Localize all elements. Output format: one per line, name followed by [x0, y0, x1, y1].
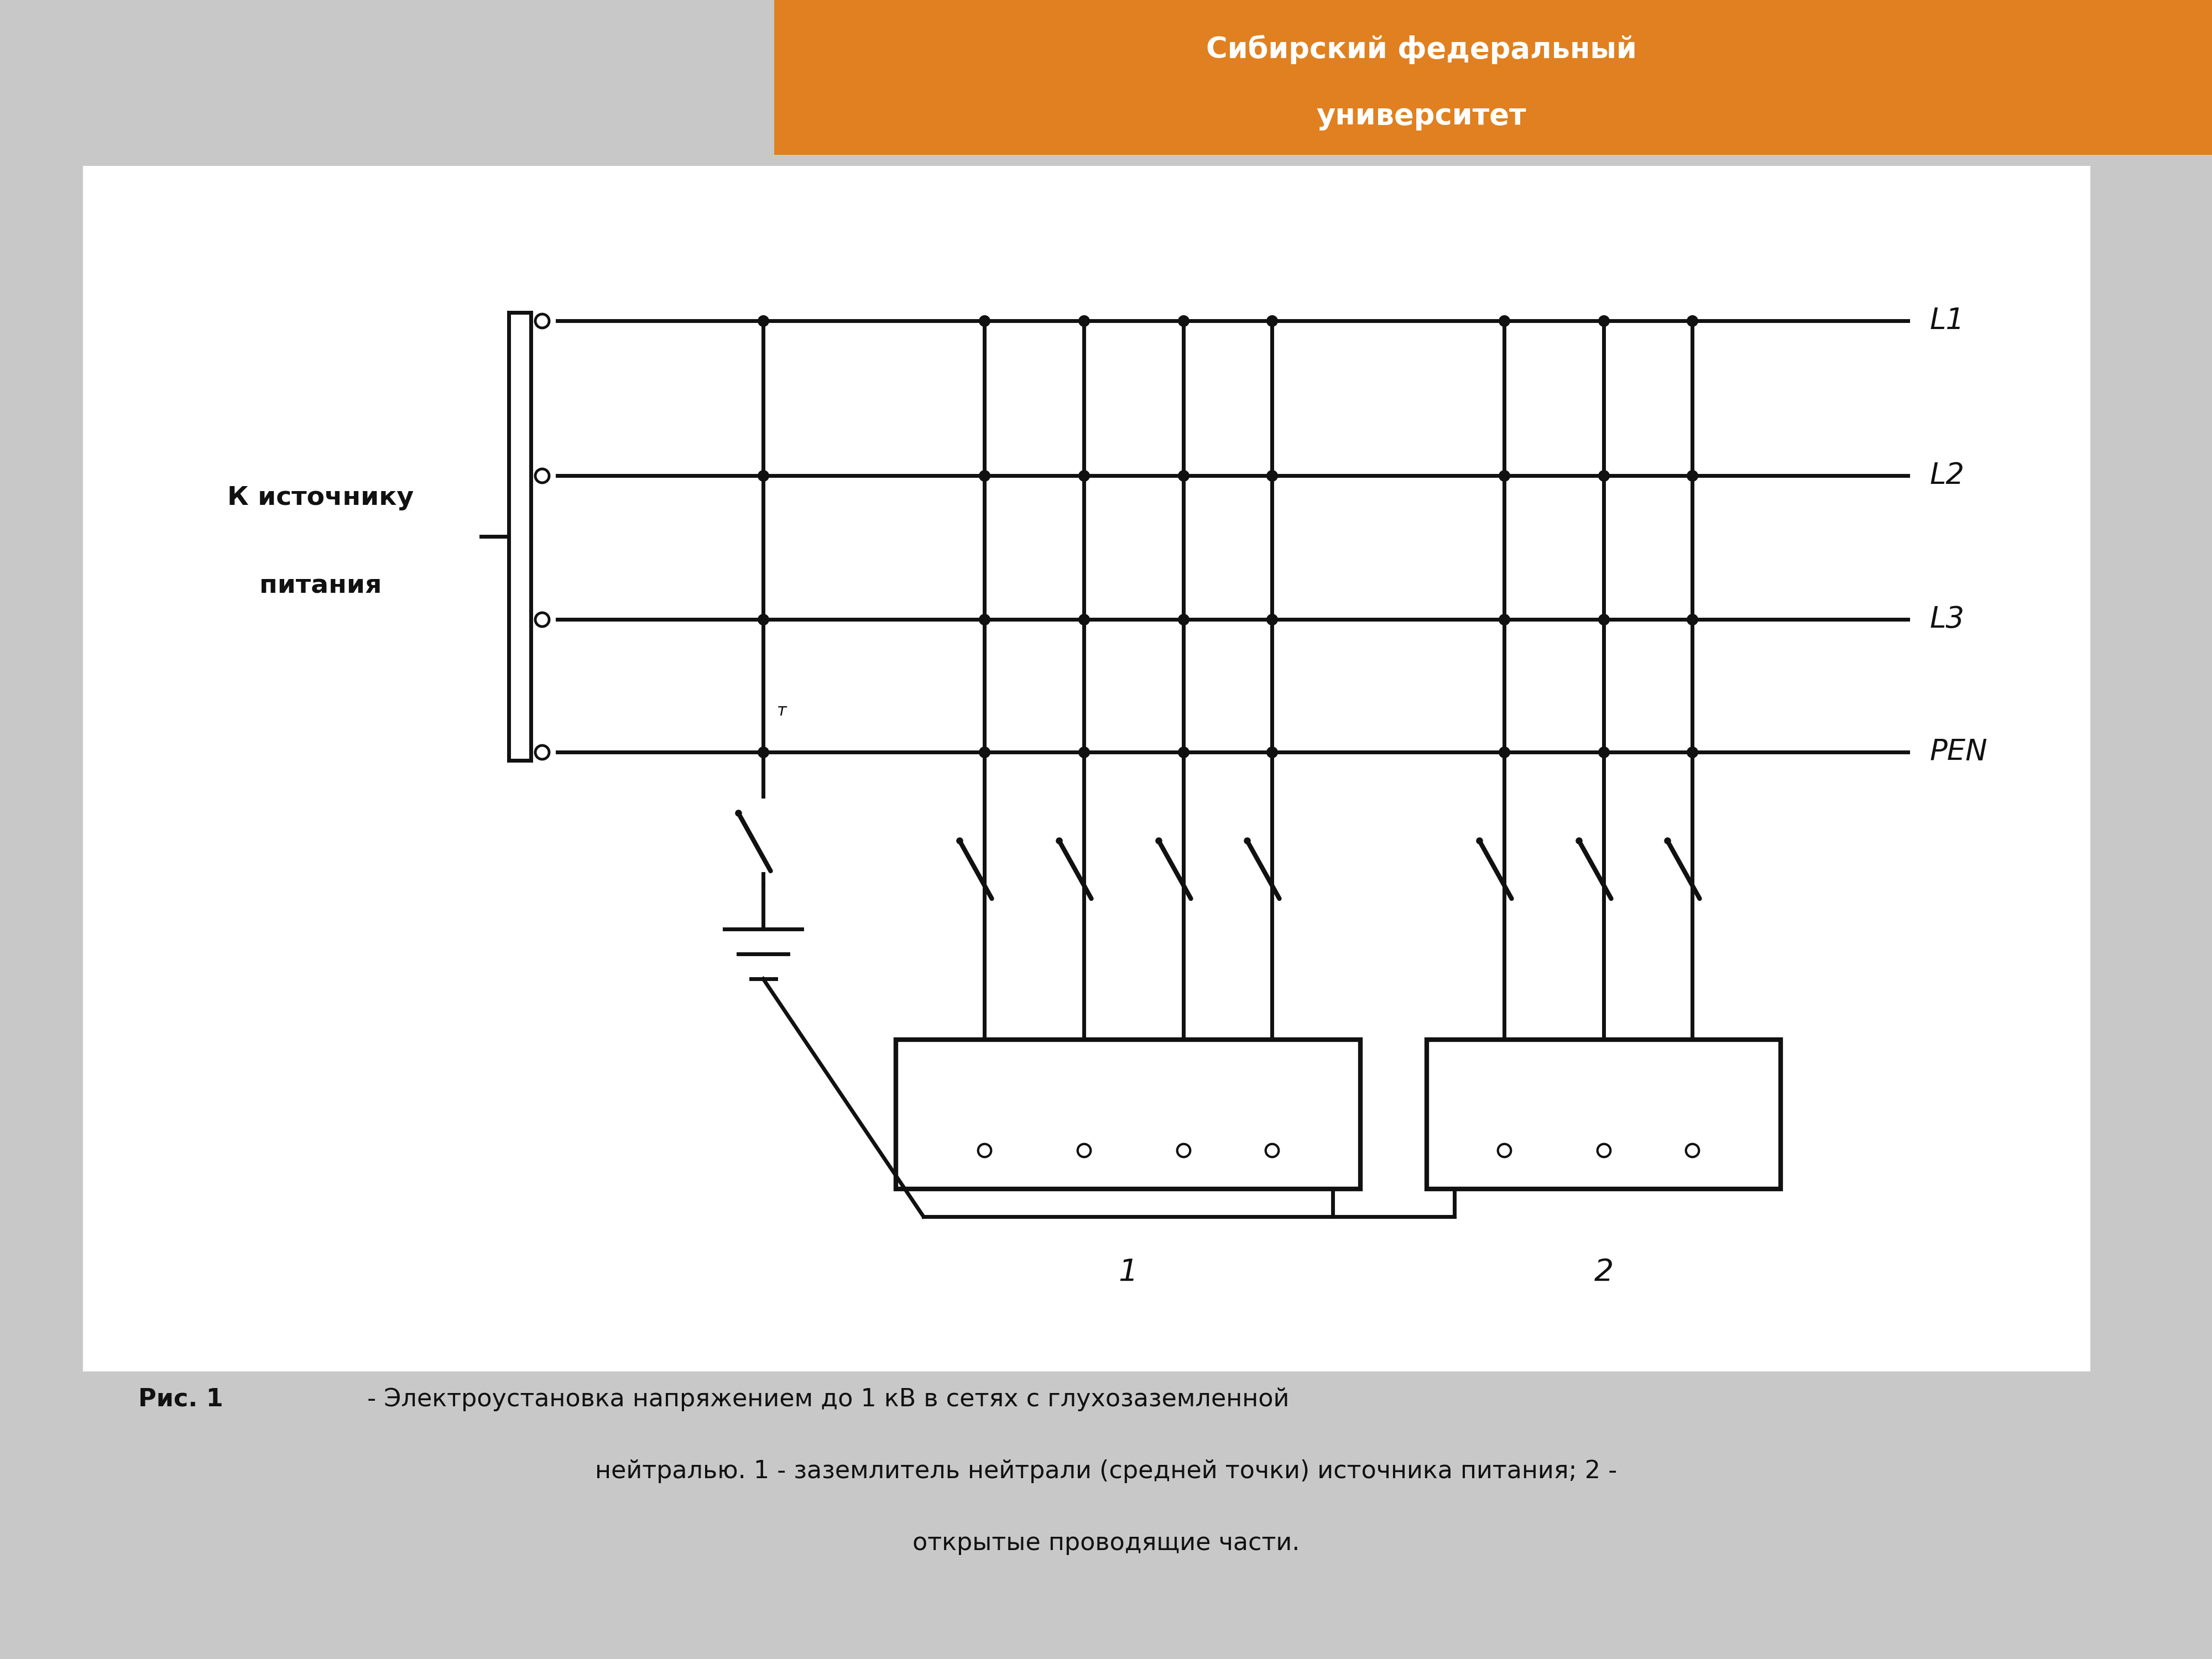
Text: PEN: PEN [1929, 738, 1989, 766]
Point [967, 463, 1002, 489]
Point [1674, 738, 1710, 765]
Point [1674, 307, 1710, 333]
Text: 2: 2 [1595, 1258, 1613, 1287]
Point [1166, 307, 1201, 333]
Point [745, 606, 781, 632]
Point [1586, 738, 1621, 765]
Point [1254, 463, 1290, 489]
Point [967, 738, 1002, 765]
Point [1166, 606, 1201, 632]
FancyBboxPatch shape [84, 166, 2090, 1372]
Point [967, 307, 1002, 333]
Point [1254, 606, 1290, 632]
Point [1674, 463, 1710, 489]
Bar [896, 1040, 1360, 1190]
Text: университет: университет [1316, 101, 1526, 131]
Point [745, 738, 781, 765]
Point [1254, 307, 1290, 333]
Point [1254, 738, 1290, 765]
Point [1066, 606, 1102, 632]
Point [1486, 463, 1522, 489]
Text: нейтралью. 1 - заземлитель нейтрали (средней точки) источника питания; 2 -: нейтралью. 1 - заземлитель нейтрали (сре… [595, 1460, 1617, 1483]
Text: питания: питания [259, 574, 383, 599]
Point [1066, 307, 1102, 333]
Point [1486, 307, 1522, 333]
Point [745, 463, 781, 489]
Text: - Электроустановка напряжением до 1 кВ в сетях с глухозаземленной: - Электроустановка напряжением до 1 кВ в… [358, 1387, 1290, 1410]
Point [1166, 738, 1201, 765]
Point [1166, 463, 1201, 489]
FancyBboxPatch shape [774, 0, 2212, 154]
Text: К источнику: К источнику [228, 486, 414, 511]
Text: Рис. 1: Рис. 1 [137, 1387, 223, 1410]
Text: L3: L3 [1929, 606, 1964, 634]
Point [1586, 606, 1621, 632]
Text: открытые проводящие части.: открытые проводящие части. [911, 1531, 1301, 1554]
Point [745, 307, 781, 333]
Point [1586, 463, 1621, 489]
Bar [1427, 1040, 1781, 1190]
Text: т: т [776, 703, 787, 718]
Point [1486, 606, 1522, 632]
Point [967, 606, 1002, 632]
Text: L1: L1 [1929, 307, 1964, 335]
Point [1674, 606, 1710, 632]
Point [1066, 463, 1102, 489]
Point [1066, 738, 1102, 765]
Text: 1: 1 [1119, 1258, 1137, 1287]
Text: L2: L2 [1929, 461, 1964, 489]
Point [1586, 307, 1621, 333]
Point [1486, 738, 1522, 765]
Text: Сибирский федеральный: Сибирский федеральный [1206, 35, 1637, 65]
